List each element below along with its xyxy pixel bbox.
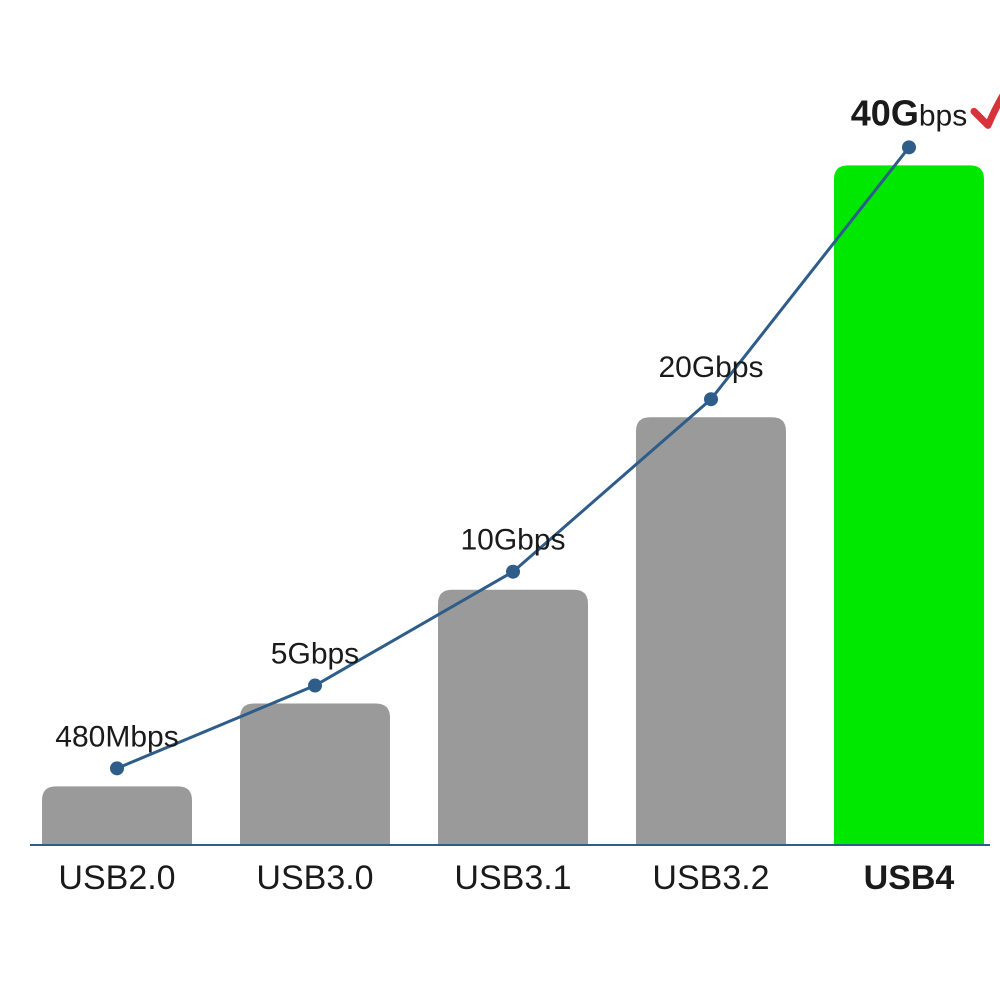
category-label: USB4 bbox=[864, 859, 955, 897]
category-label: USB3.1 bbox=[454, 859, 571, 897]
trend-marker bbox=[902, 140, 916, 154]
trend-marker bbox=[308, 679, 322, 693]
value-label: 20Gbps bbox=[658, 351, 763, 384]
value-label: 40Gbps bbox=[851, 92, 967, 133]
value-label: 480Mbps bbox=[55, 720, 178, 753]
bar-usb30 bbox=[240, 704, 390, 845]
category-label: USB3.2 bbox=[652, 859, 769, 897]
category-label: USB2.0 bbox=[58, 859, 175, 897]
usb-speed-chart: 480Mbps 5Gbps 10Gbps 20Gbps 40Gbps USB2.0 USB3… bbox=[0, 0, 1000, 1000]
category-label: USB3.0 bbox=[256, 859, 373, 897]
value-label: 5Gbps bbox=[271, 638, 359, 671]
trend-marker bbox=[506, 565, 520, 579]
bar-usb32 bbox=[636, 417, 786, 845]
trend-marker bbox=[704, 392, 718, 406]
bar-usb4 bbox=[834, 165, 984, 845]
bar-usb31 bbox=[438, 590, 588, 845]
trend-marker bbox=[110, 761, 124, 775]
value-label: 10Gbps bbox=[460, 524, 565, 557]
bar-usb20 bbox=[42, 786, 192, 845]
